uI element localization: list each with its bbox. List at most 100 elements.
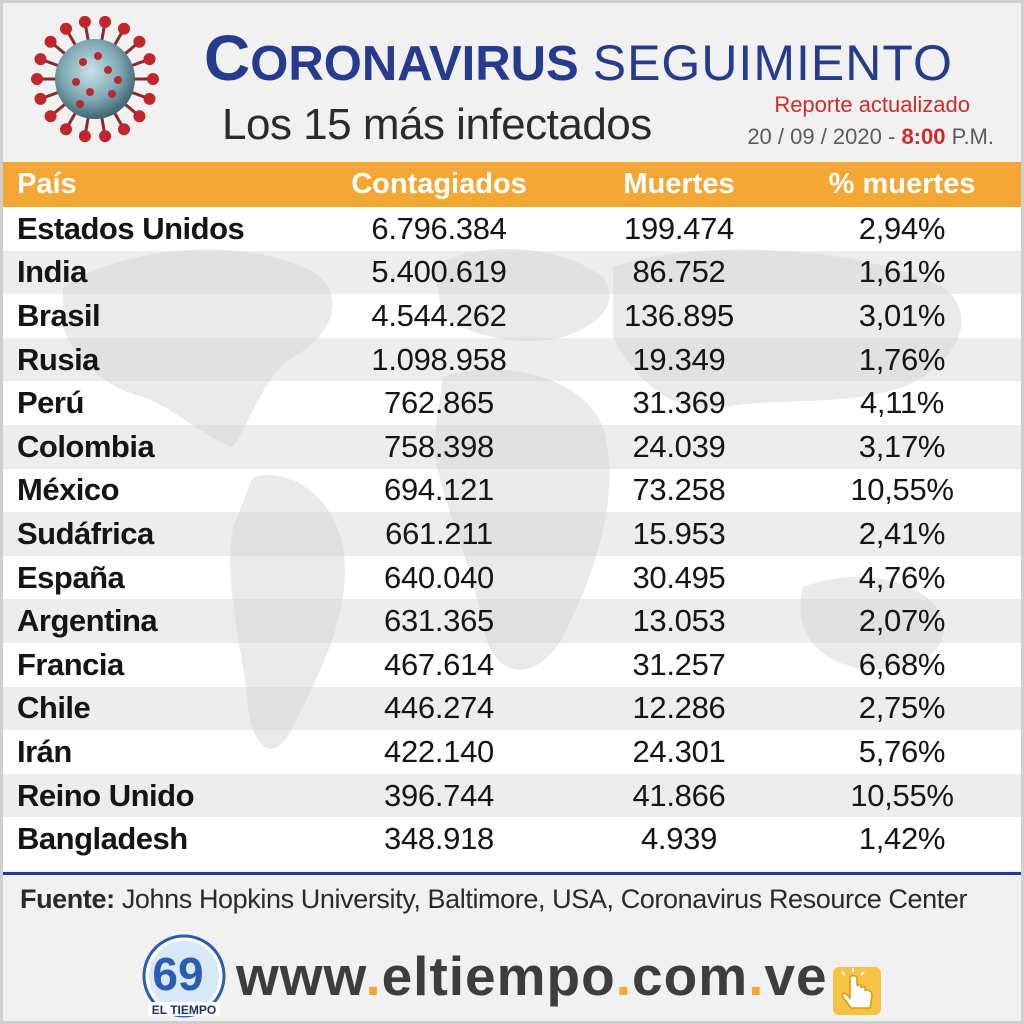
country-cell: Estados Unidos xyxy=(17,210,245,246)
deaths-cell: 31.369 xyxy=(632,385,726,421)
infected-cell: 694.121 xyxy=(384,472,494,508)
url-dot: . xyxy=(365,945,382,1007)
deaths-cell: 4.939 xyxy=(640,821,718,857)
deaths-cell: 41.866 xyxy=(632,777,726,813)
url-dot: . xyxy=(748,945,765,1007)
deaths-cell: 31.257 xyxy=(632,646,726,682)
table-body: Estados Unidos 6.796.384 199.474 2,94% India… xyxy=(3,207,1021,861)
table-row: India 5.400.619 86.752 1,61% xyxy=(3,250,1021,295)
el-tiempo-logo: 69 EL TIEMPO xyxy=(142,934,226,1018)
coronavirus-icon xyxy=(31,15,159,143)
country-cell: Bangladesh xyxy=(17,821,188,857)
death-rate-cell: 1,42% xyxy=(858,821,946,857)
country-cell: Chile xyxy=(17,690,91,726)
country-cell: India xyxy=(17,254,87,290)
infected-cell: 446.274 xyxy=(384,690,494,726)
country-cell: Colombia xyxy=(17,428,155,464)
deaths-cell: 199.474 xyxy=(624,210,734,246)
page-subtitle: Los 15 más infectados xyxy=(222,100,652,149)
country-cell: España xyxy=(17,559,125,595)
report-date: 20 / 09 / 2020 - 8:00 P.M. xyxy=(747,124,994,150)
report-hour: 8:00 xyxy=(901,124,946,149)
infected-cell: 422.140 xyxy=(384,733,494,769)
table-header-row: País Contagiados Muertes % muertes xyxy=(3,162,1021,207)
death-rate-cell: 6,68% xyxy=(858,646,946,682)
death-rate-cell: 5,76% xyxy=(858,733,946,769)
infected-cell: 661.211 xyxy=(385,515,493,551)
death-rate-cell: 10,55% xyxy=(850,777,954,813)
title-main: ORONAVIRUS xyxy=(250,37,579,91)
page-title: CORONAVIRUS SEGUIMIENTO xyxy=(204,22,953,94)
deaths-cell: 136.895 xyxy=(624,297,734,333)
source-text: Johns Hopkins University, Baltimore, USA… xyxy=(121,884,968,914)
country-cell: Reino Unido xyxy=(17,777,195,813)
table-row: Colombia 758.398 24.039 3,17% xyxy=(3,424,1021,469)
deaths-cell: 24.301 xyxy=(632,733,726,769)
deaths-cell: 86.752 xyxy=(632,254,726,290)
deaths-cell: 73.258 xyxy=(632,472,726,508)
deaths-cell: 24.039 xyxy=(632,428,726,464)
infected-cell: 640.040 xyxy=(384,559,494,595)
country-cell: México xyxy=(17,472,120,508)
country-cell: Rusia xyxy=(17,341,99,377)
table-row: Brasil 4.544.262 136.895 3,01% xyxy=(3,294,1021,338)
death-rate-cell: 2,41% xyxy=(858,515,946,551)
title-second: SEGUIMIENTO xyxy=(592,35,953,91)
url-part: com xyxy=(632,945,749,1007)
death-rate-cell: 2,07% xyxy=(858,603,946,639)
table-row: Chile 446.274 12.286 2,75% xyxy=(3,686,1021,731)
column-header: Muertes xyxy=(623,168,735,200)
death-rate-cell: 1,61% xyxy=(858,254,946,290)
infected-cell: 348.918 xyxy=(384,821,494,857)
report-ampm: P.M. xyxy=(951,124,994,149)
country-cell: Francia xyxy=(17,646,124,682)
logo-text: EL TIEMPO xyxy=(152,1003,216,1017)
source-label: Fuente: xyxy=(20,884,115,914)
country-cell: Sudáfrica xyxy=(17,515,154,551)
column-header: Contagiados xyxy=(351,168,527,200)
url-part: ve xyxy=(764,945,828,1007)
table-row: Estados Unidos 6.796.384 199.474 2,94% xyxy=(3,207,1021,251)
infected-cell: 467.614 xyxy=(384,646,494,682)
title-initial: C xyxy=(204,22,251,94)
table-row: Sudáfrica 661.211 15.953 2,41% xyxy=(3,512,1021,556)
death-rate-cell: 3,01% xyxy=(858,297,946,333)
table-row: Francia 467.614 31.257 6,68% xyxy=(3,643,1021,687)
infected-cell: 5.400.619 xyxy=(371,254,507,290)
death-rate-cell: 1,76% xyxy=(858,341,946,377)
url-part: www xyxy=(236,945,366,1007)
divider xyxy=(3,872,1021,875)
death-rate-cell: 10,55% xyxy=(850,472,954,508)
url-dot: . xyxy=(615,945,633,1007)
country-cell: Argentina xyxy=(17,603,158,639)
death-rate-cell: 4,11% xyxy=(859,385,945,421)
table-row: Reino Unido 396.744 41.866 10,55% xyxy=(3,773,1021,818)
infected-cell: 631.365 xyxy=(384,603,494,639)
infected-cell: 758.398 xyxy=(384,428,494,464)
logo-number: 69 xyxy=(152,948,203,1000)
death-rate-cell: 2,94% xyxy=(858,210,946,246)
report-date-value: 20 / 09 / 2020 - xyxy=(747,124,896,149)
infected-cell: 396.744 xyxy=(384,777,494,813)
country-cell: Irán xyxy=(17,733,72,769)
table-row: México 694.121 73.258 10,55% xyxy=(3,469,1021,513)
country-cell: Perú xyxy=(17,385,84,421)
death-rate-cell: 4,76% xyxy=(858,559,946,595)
world-map-watermark xyxy=(63,248,962,749)
column-header: % muertes xyxy=(828,168,976,200)
covid-table: País Contagiados Muertes % muertes Estad… xyxy=(3,162,1021,861)
infected-cell: 4.544.262 xyxy=(371,297,507,333)
table-row: España 640.040 30.495 4,76% xyxy=(3,556,1021,600)
url-part: eltiempo xyxy=(381,945,616,1007)
website-url[interactable]: www.eltiempo.com.ve xyxy=(236,944,828,1008)
deaths-cell: 19.349 xyxy=(632,341,726,377)
infected-cell: 762.865 xyxy=(384,385,494,421)
table-row: Bangladesh 348.918 4.939 1,42% xyxy=(3,817,1021,861)
table-row: Perú 762.865 31.369 4,11% xyxy=(3,381,1021,425)
infected-cell: 1.098.958 xyxy=(371,341,507,377)
column-header: País xyxy=(17,168,77,200)
death-rate-cell: 2,75% xyxy=(858,690,946,726)
deaths-cell: 12.286 xyxy=(632,690,726,726)
country-cell: Brasil xyxy=(17,297,101,333)
